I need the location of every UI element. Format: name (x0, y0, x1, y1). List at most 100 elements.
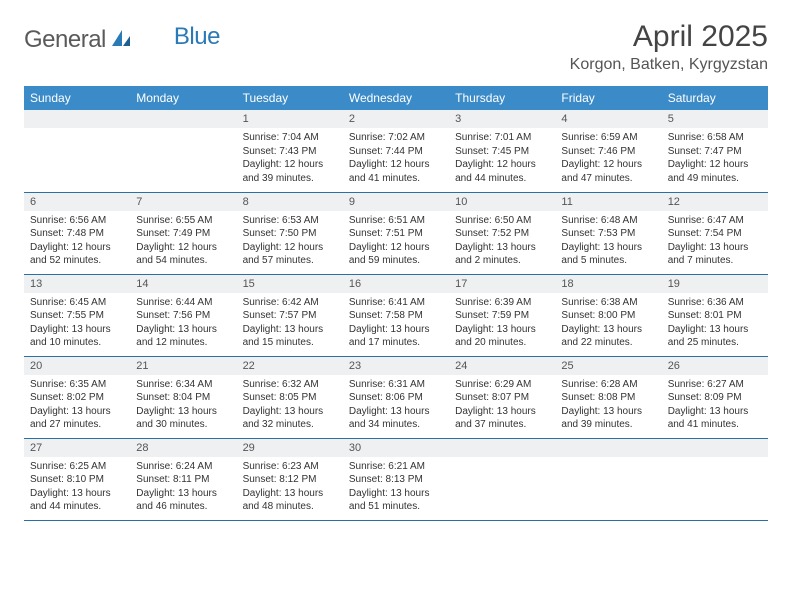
day-cell: 17Sunrise: 6:39 AMSunset: 7:59 PMDayligh… (449, 274, 555, 356)
sunrise-text: Sunrise: 7:04 AM (243, 131, 337, 145)
day-details: Sunrise: 6:42 AMSunset: 7:57 PMDaylight:… (237, 293, 343, 354)
day-cell: 24Sunrise: 6:29 AMSunset: 8:07 PMDayligh… (449, 356, 555, 438)
day-number: 6 (24, 193, 130, 211)
day-number: 5 (662, 110, 768, 128)
sunset-text: Sunset: 7:56 PM (136, 309, 230, 323)
sunrise-text: Sunrise: 6:51 AM (349, 214, 443, 228)
day-cell: 5Sunrise: 6:58 AMSunset: 7:47 PMDaylight… (662, 110, 768, 192)
day-cell: 15Sunrise: 6:42 AMSunset: 7:57 PMDayligh… (237, 274, 343, 356)
sunset-text: Sunset: 7:48 PM (30, 227, 124, 241)
daylight-text: Daylight: 13 hours and 37 minutes. (455, 405, 549, 432)
sunset-text: Sunset: 7:47 PM (668, 145, 762, 159)
calendar-table: SundayMondayTuesdayWednesdayThursdayFrid… (24, 86, 768, 521)
day-details: Sunrise: 6:38 AMSunset: 8:00 PMDaylight:… (555, 293, 661, 354)
daylight-text: Daylight: 13 hours and 48 minutes. (243, 487, 337, 514)
sunrise-text: Sunrise: 6:47 AM (668, 214, 762, 228)
day-details: Sunrise: 6:25 AMSunset: 8:10 PMDaylight:… (24, 457, 130, 518)
day-details (555, 457, 661, 464)
day-cell: 27Sunrise: 6:25 AMSunset: 8:10 PMDayligh… (24, 438, 130, 520)
day-header: Friday (555, 86, 661, 110)
sunrise-text: Sunrise: 6:27 AM (668, 378, 762, 392)
day-number (24, 110, 130, 128)
day-number: 27 (24, 439, 130, 457)
day-cell: 4Sunrise: 6:59 AMSunset: 7:46 PMDaylight… (555, 110, 661, 192)
daylight-text: Daylight: 13 hours and 41 minutes. (668, 405, 762, 432)
day-details (130, 128, 236, 135)
day-number: 7 (130, 193, 236, 211)
day-number: 30 (343, 439, 449, 457)
day-number: 2 (343, 110, 449, 128)
sunset-text: Sunset: 7:44 PM (349, 145, 443, 159)
day-number: 20 (24, 357, 130, 375)
sunset-text: Sunset: 8:10 PM (30, 473, 124, 487)
sunset-text: Sunset: 7:53 PM (561, 227, 655, 241)
daylight-text: Daylight: 13 hours and 15 minutes. (243, 323, 337, 350)
day-cell: 13Sunrise: 6:45 AMSunset: 7:55 PMDayligh… (24, 274, 130, 356)
day-cell: 22Sunrise: 6:32 AMSunset: 8:05 PMDayligh… (237, 356, 343, 438)
day-cell (130, 110, 236, 192)
daylight-text: Daylight: 13 hours and 12 minutes. (136, 323, 230, 350)
day-details: Sunrise: 6:31 AMSunset: 8:06 PMDaylight:… (343, 375, 449, 436)
day-details (24, 128, 130, 135)
daylight-text: Daylight: 12 hours and 39 minutes. (243, 158, 337, 185)
sunset-text: Sunset: 8:01 PM (668, 309, 762, 323)
daylight-text: Daylight: 12 hours and 49 minutes. (668, 158, 762, 185)
daylight-text: Daylight: 13 hours and 27 minutes. (30, 405, 124, 432)
day-cell: 14 Sunrise: 6:44 AMSunset: 7:56 PMDayligh… (130, 274, 236, 356)
daylight-text: Daylight: 13 hours and 25 minutes. (668, 323, 762, 350)
day-cell: 2Sunrise: 7:02 AMSunset: 7:44 PMDaylight… (343, 110, 449, 192)
sunset-text: Sunset: 7:46 PM (561, 145, 655, 159)
sunset-text: Sunset: 8:13 PM (349, 473, 443, 487)
day-number: 12 (662, 193, 768, 211)
day-details: Sunrise: 6:56 AMSunset: 7:48 PMDaylight:… (24, 211, 130, 272)
day-number: 1 (237, 110, 343, 128)
day-cell: 16Sunrise: 6:41 AMSunset: 7:58 PMDayligh… (343, 274, 449, 356)
day-number: 14 (130, 275, 236, 293)
day-number: 16 (343, 275, 449, 293)
day-details: Sunrise: 7:04 AMSunset: 7:43 PMDaylight:… (237, 128, 343, 189)
day-details: Sunrise: 6:35 AMSunset: 8:02 PMDaylight:… (24, 375, 130, 436)
day-details: Sunrise: 6:51 AMSunset: 7:51 PMDaylight:… (343, 211, 449, 272)
day-number: 3 (449, 110, 555, 128)
brand-part2: Blue (174, 23, 220, 51)
sunset-text: Sunset: 7:51 PM (349, 227, 443, 241)
sunrise-text: Sunrise: 6:28 AM (561, 378, 655, 392)
sunset-text: Sunset: 7:55 PM (30, 309, 124, 323)
sunrise-text: Sunrise: 6:34 AM (136, 378, 230, 392)
sunset-text: Sunset: 7:52 PM (455, 227, 549, 241)
day-cell: 6Sunrise: 6:56 AMSunset: 7:48 PMDaylight… (24, 192, 130, 274)
day-number: 15 (237, 275, 343, 293)
sunset-text: Sunset: 7:49 PM (136, 227, 230, 241)
day-cell: 11Sunrise: 6:48 AMSunset: 7:53 PMDayligh… (555, 192, 661, 274)
sunset-text: Sunset: 8:12 PM (243, 473, 337, 487)
day-cell: 18Sunrise: 6:38 AMSunset: 8:00 PMDayligh… (555, 274, 661, 356)
daylight-text: Daylight: 13 hours and 46 minutes. (136, 487, 230, 514)
day-cell: 10Sunrise: 6:50 AMSunset: 7:52 PMDayligh… (449, 192, 555, 274)
daylight-text: Daylight: 13 hours and 2 minutes. (455, 241, 549, 268)
sunrise-text: Sunrise: 6:31 AM (349, 378, 443, 392)
day-details (449, 457, 555, 464)
week-row: 13Sunrise: 6:45 AMSunset: 7:55 PMDayligh… (24, 274, 768, 356)
sunrise-text: Sunrise: 6:55 AM (136, 214, 230, 228)
day-details: Sunrise: 6:23 AMSunset: 8:12 PMDaylight:… (237, 457, 343, 518)
brand-part1: General (24, 26, 106, 54)
daylight-text: Daylight: 13 hours and 51 minutes. (349, 487, 443, 514)
day-number: 4 (555, 110, 661, 128)
day-details: Sunrise: 6:48 AMSunset: 7:53 PMDaylight:… (555, 211, 661, 272)
sunset-text: Sunset: 7:43 PM (243, 145, 337, 159)
sunrise-text: Sunrise: 7:02 AM (349, 131, 443, 145)
week-row: 27Sunrise: 6:25 AMSunset: 8:10 PMDayligh… (24, 438, 768, 520)
week-row: 1Sunrise: 7:04 AMSunset: 7:43 PMDaylight… (24, 110, 768, 192)
day-cell: 3Sunrise: 7:01 AMSunset: 7:45 PMDaylight… (449, 110, 555, 192)
daylight-text: Daylight: 13 hours and 34 minutes. (349, 405, 443, 432)
day-number: 21 (130, 357, 236, 375)
day-header: Tuesday (237, 86, 343, 110)
day-number (130, 110, 236, 128)
day-details: Sunrise: 6:41 AMSunset: 7:58 PMDaylight:… (343, 293, 449, 354)
day-number: 23 (343, 357, 449, 375)
sunset-text: Sunset: 8:06 PM (349, 391, 443, 405)
day-cell: 29Sunrise: 6:23 AMSunset: 8:12 PMDayligh… (237, 438, 343, 520)
daylight-text: Daylight: 12 hours and 47 minutes. (561, 158, 655, 185)
sunrise-text: Sunrise: 6:44 AM (136, 296, 230, 310)
sunrise-text: Sunrise: 7:01 AM (455, 131, 549, 145)
